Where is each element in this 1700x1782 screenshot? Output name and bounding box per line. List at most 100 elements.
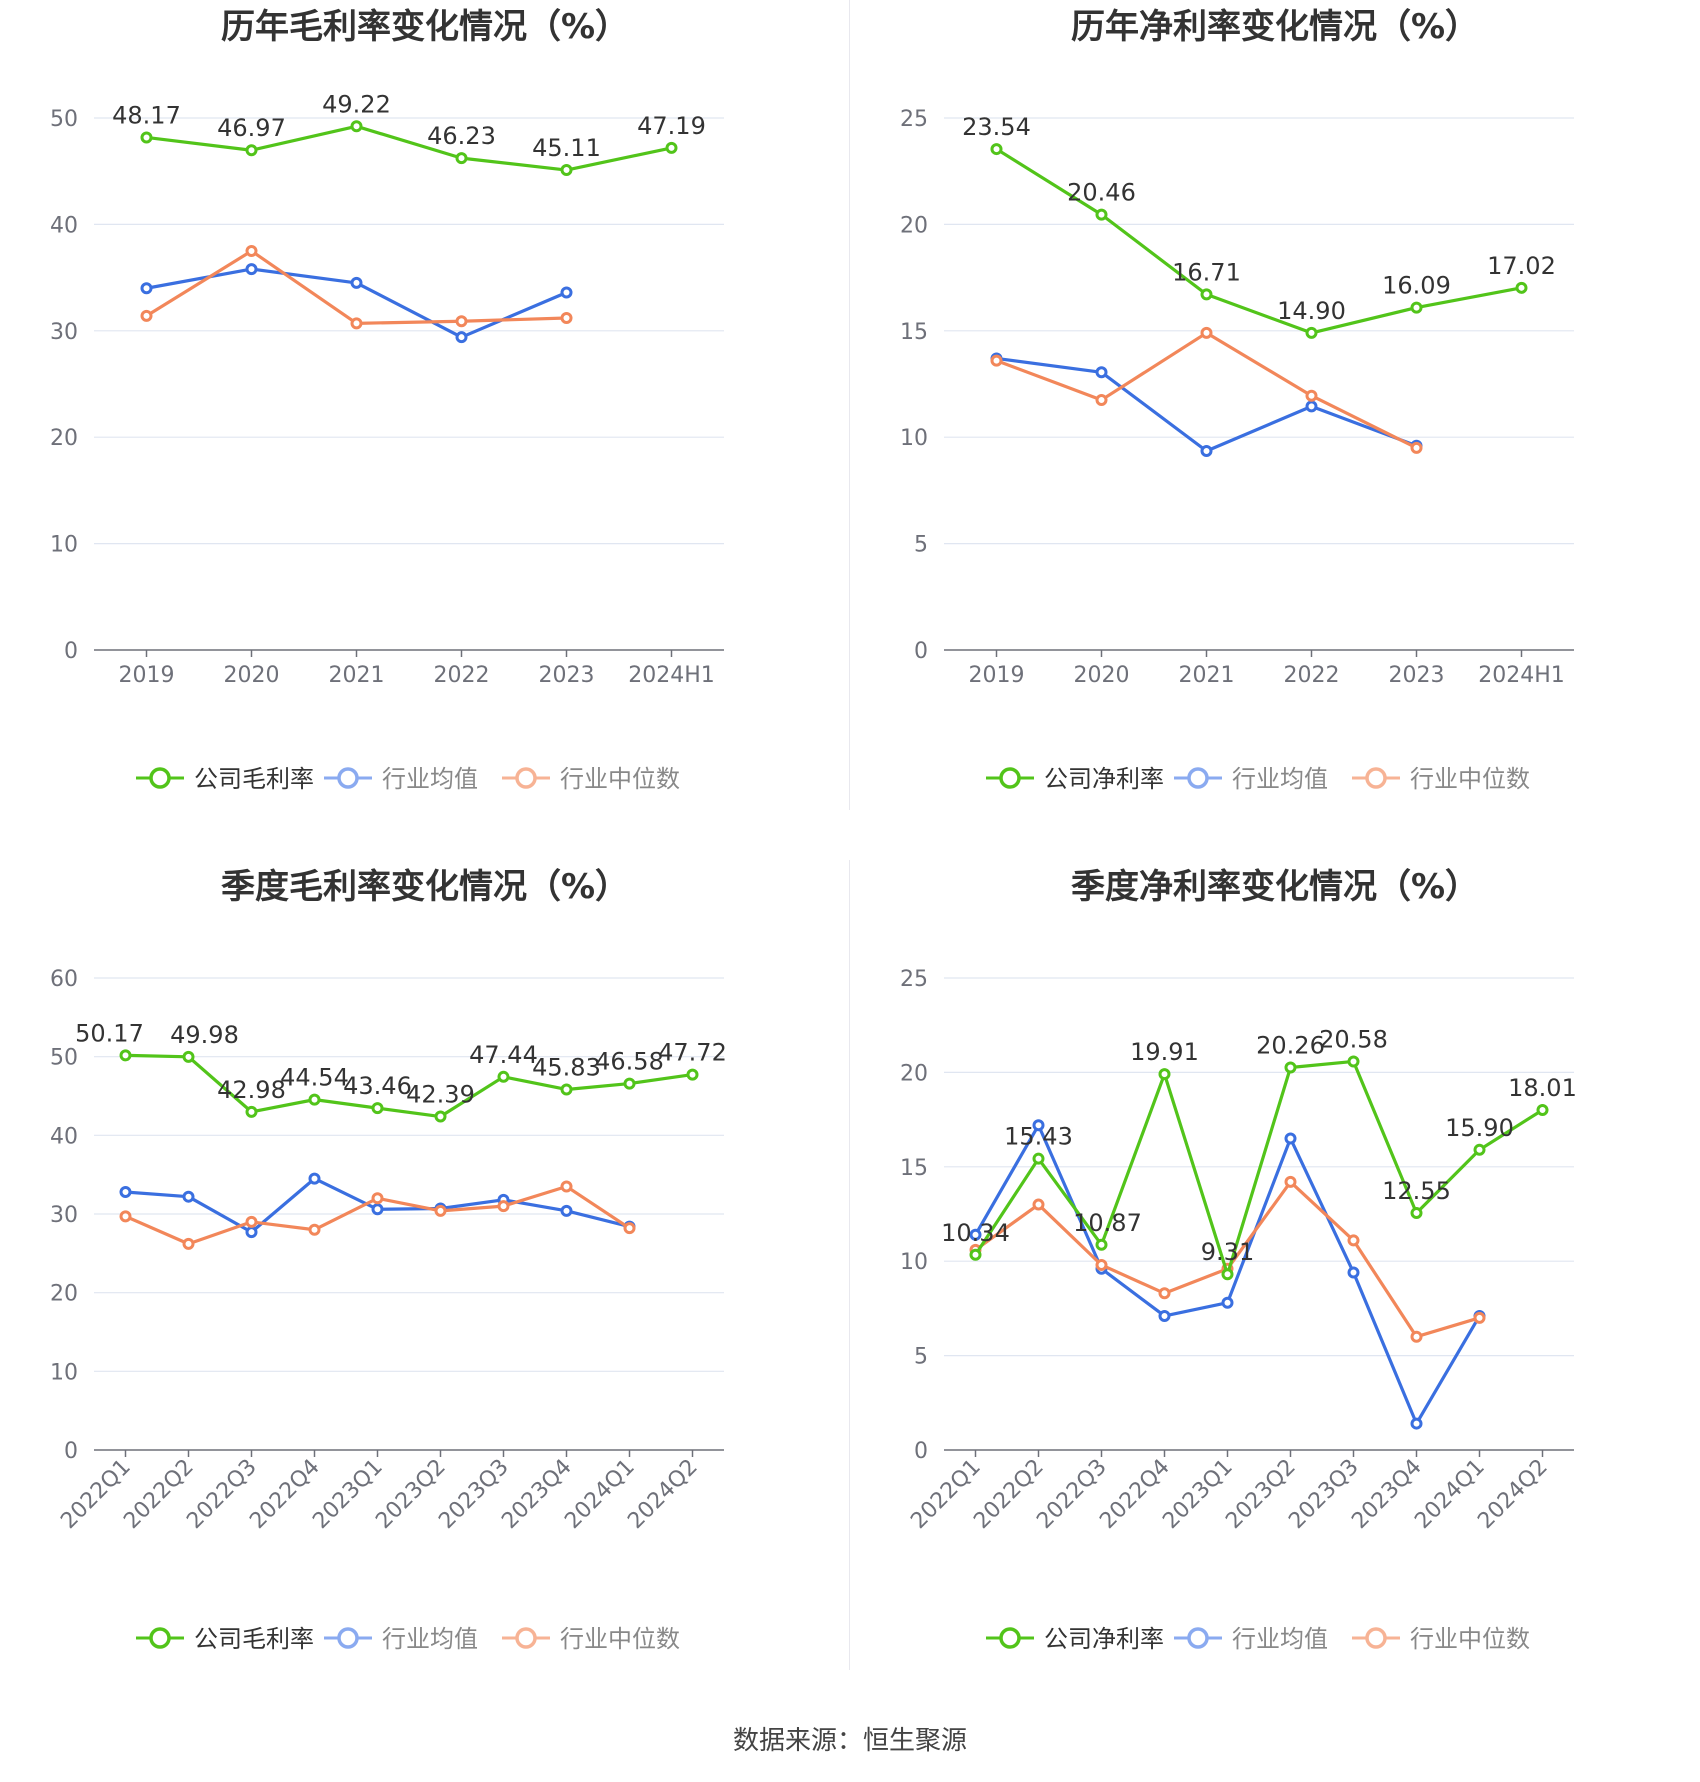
data-label: 50.17 [75,1019,144,1047]
data-point [623,1222,636,1235]
legend-label: 公司毛利率 [194,765,314,793]
x-tick-label: 2023 [1389,663,1445,688]
data-point [990,354,1003,367]
series-line [995,147,1522,335]
legend-label: 行业中位数 [560,765,680,793]
data-point [140,282,153,295]
series-line [995,331,1418,450]
data-point [1032,1152,1045,1165]
legend-swatch-marker [999,1627,1021,1649]
data-point [434,1204,447,1217]
data-label: 9.31 [1201,1238,1254,1266]
data-point [371,1192,384,1205]
legend-swatch-marker [1187,1627,1209,1649]
data-label: 43.46 [343,1072,412,1100]
data-point [1158,1287,1171,1300]
data-point [969,1248,982,1261]
vertical-divider-top [849,0,850,810]
data-point [1095,1258,1108,1271]
legend-label: 公司毛利率 [194,1625,314,1653]
data-label: 19.91 [1130,1038,1199,1066]
data-point [182,1190,195,1203]
legend-label: 行业均值 [1232,1625,1328,1653]
data-point [1158,1309,1171,1322]
data-label: 45.83 [532,1053,601,1081]
data-label: 15.90 [1445,1114,1514,1142]
legend-swatch-marker [999,767,1021,789]
x-tick-label: 2021 [329,663,385,688]
data-point [1284,1061,1297,1074]
data-point [1284,1132,1297,1145]
y-tick-label: 25 [900,107,928,132]
chart-title: 历年净利率变化情况（%） [1071,7,1479,47]
data-point [1095,208,1108,221]
data-label: 14.90 [1277,297,1346,325]
data-point [350,276,363,289]
y-tick-label: 20 [900,213,928,238]
data-point [560,312,573,325]
legend-swatch-marker [149,1627,171,1649]
data-point [1347,1234,1360,1247]
data-point [1221,1268,1234,1281]
data-label: 46.23 [427,122,496,150]
data-point [350,317,363,330]
chart-title: 季度净利率变化情况（%） [1071,867,1479,907]
data-point [1515,281,1528,294]
y-tick-label: 15 [900,1156,928,1181]
data-label: 17.02 [1487,252,1556,280]
data-label: 48.17 [112,101,181,129]
data-point [1410,1330,1423,1343]
series-line [125,1053,693,1119]
data-point [350,120,363,133]
data-point [1473,1143,1486,1156]
data-point [1158,1068,1171,1081]
y-tick-label: 10 [50,533,78,558]
legend-swatch-marker [1187,767,1209,789]
series-line [974,1059,1544,1276]
data-point [1095,366,1108,379]
data-label: 18.01 [1508,1074,1577,1102]
data-point [1536,1103,1549,1116]
y-tick-label: 20 [50,1282,78,1307]
data-point [686,1068,699,1081]
data-point [245,1105,258,1118]
y-tick-label: 0 [64,1439,78,1464]
legend-label: 公司净利率 [1044,1625,1164,1653]
y-tick-label: 10 [900,426,928,451]
quarterly-net-margin-chart: 季度净利率变化情况（%）05101520252022Q12022Q22022Q3… [900,867,1577,1653]
data-point [1032,1198,1045,1211]
data-label: 47.44 [469,1041,538,1069]
data-point [308,1223,321,1236]
y-tick-label: 15 [900,320,928,345]
y-tick-label: 50 [50,1046,78,1071]
data-point [119,1049,132,1062]
data-point [1200,288,1213,301]
data-point [434,1110,447,1123]
y-tick-label: 40 [50,213,78,238]
data-point [1410,301,1423,314]
data-point [1095,1238,1108,1251]
y-tick-label: 20 [50,426,78,451]
chart-title: 历年毛利率变化情况（%） [221,7,629,47]
legend-swatch-marker [515,1627,537,1649]
data-point [245,144,258,157]
data-label: 49.22 [322,90,391,118]
x-tick-label: 2023 [539,663,595,688]
data-point [560,164,573,177]
x-tick-label: 2020 [224,663,280,688]
legend-label: 行业均值 [382,1625,478,1653]
data-label: 23.54 [962,113,1031,141]
data-point [1032,1119,1045,1132]
y-tick-label: 10 [50,1360,78,1385]
y-tick-label: 30 [50,1203,78,1228]
legend-swatch-marker [149,767,171,789]
legend-swatch-marker [337,1627,359,1649]
data-label: 12.55 [1382,1177,1451,1205]
data-label: 42.98 [217,1076,286,1104]
y-tick-label: 20 [900,1061,928,1086]
data-label: 49.98 [170,1021,239,1049]
quarterly-gross-margin-chart: 季度毛利率变化情况（%）01020304050602022Q12022Q2202… [50,867,727,1653]
data-point [371,1203,384,1216]
x-tick-label: 2024Q2 [623,1455,702,1534]
data-label: 45.11 [532,134,601,162]
